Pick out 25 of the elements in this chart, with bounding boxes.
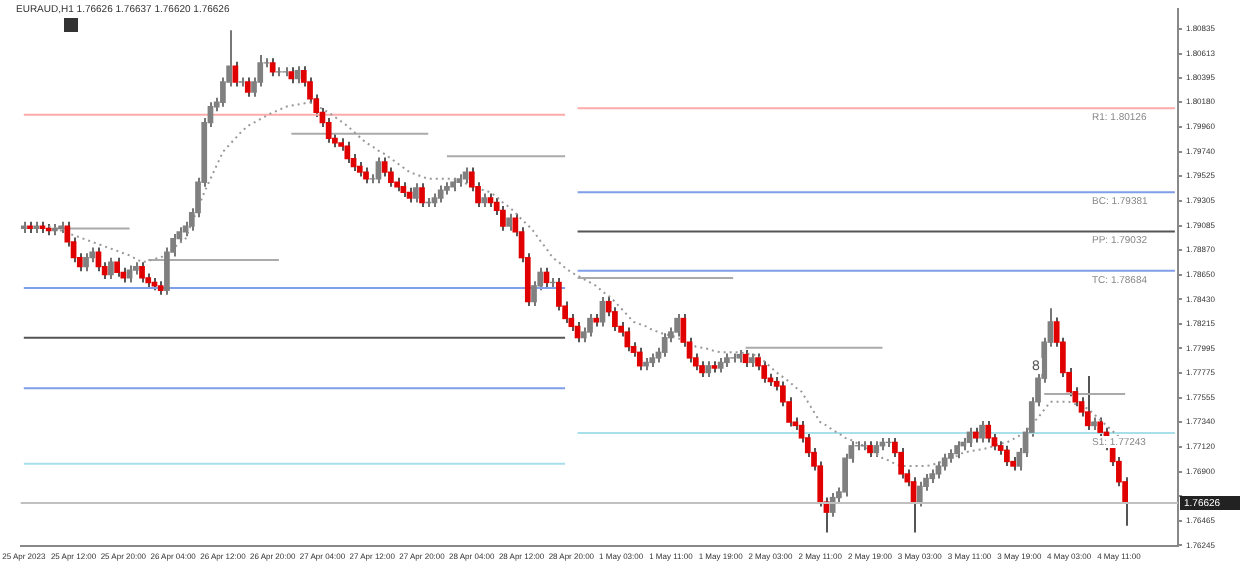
candlestick [829, 492, 836, 518]
candlestick [419, 182, 425, 209]
candlestick [375, 156, 382, 185]
candlestick [674, 313, 680, 338]
candlestick [624, 326, 631, 353]
candlestick [1084, 374, 1091, 431]
candlestick [108, 256, 114, 281]
candlestick [83, 252, 89, 273]
candlestick [979, 419, 985, 444]
candlestick [556, 276, 562, 312]
candlestick [636, 346, 643, 372]
candlestick [985, 419, 992, 444]
candlestick [344, 140, 351, 165]
candlestick [500, 204, 506, 232]
candlestick [661, 332, 668, 358]
candlestick [139, 261, 145, 284]
candlestick [1004, 444, 1010, 468]
candlestick [842, 452, 848, 498]
candlestick [587, 313, 593, 338]
candlestick [164, 246, 170, 296]
candlestick [114, 256, 120, 278]
candlestick [761, 360, 768, 384]
candlestick [916, 480, 923, 508]
candlestick [269, 57, 276, 78]
candlestick [232, 60, 239, 88]
